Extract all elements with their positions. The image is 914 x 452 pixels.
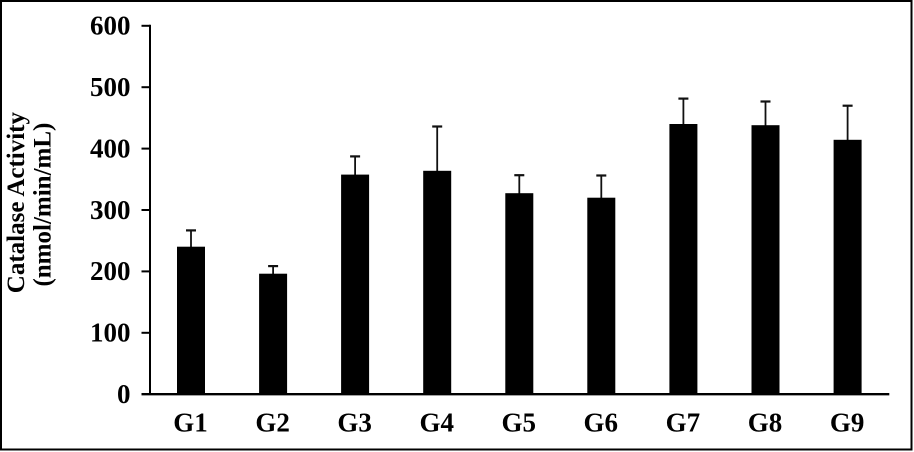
svg-text:G5: G5 (502, 407, 537, 437)
svg-text:G2: G2 (255, 407, 290, 437)
svg-text:500: 500 (90, 72, 131, 102)
svg-text:G7: G7 (666, 407, 701, 437)
svg-text:600: 600 (90, 11, 131, 41)
svg-text:400: 400 (90, 133, 131, 163)
svg-text:200: 200 (90, 256, 131, 286)
svg-text:G3: G3 (337, 407, 372, 437)
svg-text:G6: G6 (584, 407, 619, 437)
svg-text:G4: G4 (419, 407, 454, 437)
svg-text:(nmol/min/mL): (nmol/min/mL) (30, 123, 57, 287)
svg-text:G1: G1 (173, 407, 208, 437)
svg-text:G8: G8 (748, 407, 783, 437)
svg-text:300: 300 (90, 195, 131, 225)
svg-text:G9: G9 (830, 407, 865, 437)
svg-text:100: 100 (90, 318, 131, 348)
svg-text:Catalase Activity: Catalase Activity (3, 111, 30, 293)
svg-text:0: 0 (117, 379, 131, 409)
